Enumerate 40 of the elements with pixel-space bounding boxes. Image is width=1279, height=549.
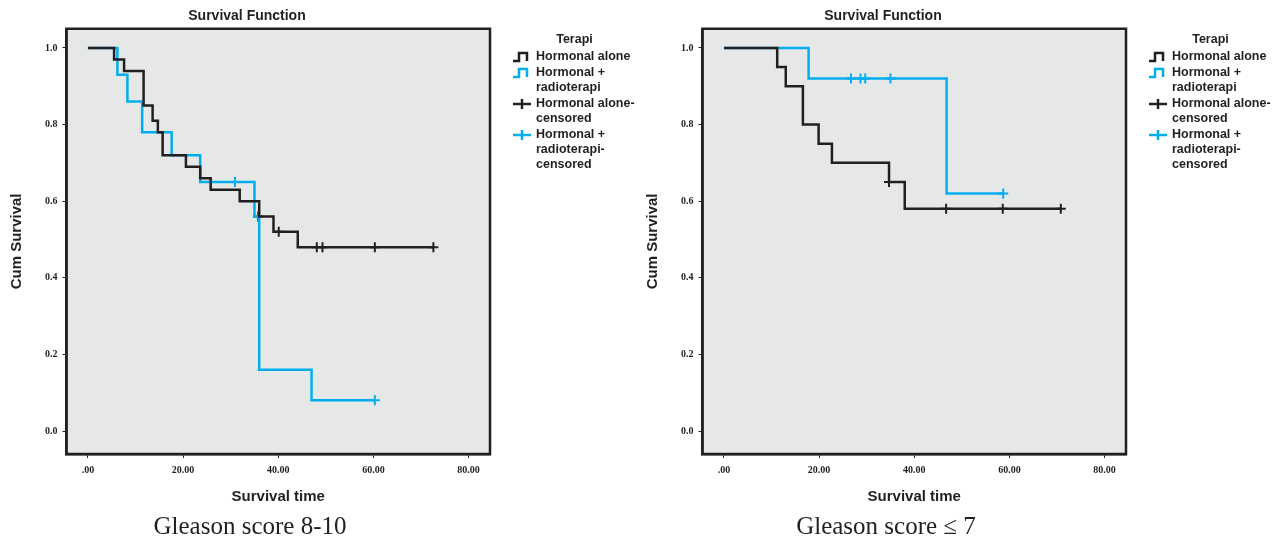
y-tick-label: 0.6 — [681, 194, 694, 206]
x-axis-title: Survival time — [231, 487, 325, 505]
legend-label: Hormonal + radioterapi-censored — [1172, 127, 1243, 172]
legend-label: Hormonal alone-censored — [1172, 96, 1272, 126]
x-tick-label: 60.00 — [998, 463, 1021, 475]
y-axis-title: Cum Survival — [643, 193, 661, 290]
legend-label: Hormonal alone — [536, 49, 631, 64]
legend-title: Terapi — [555, 32, 594, 47]
y-tick-label: 0.8 — [681, 118, 694, 130]
x-tick-label: 40.00 — [267, 463, 290, 475]
x-tick-label: 80.00 — [1093, 463, 1116, 475]
y-axis-title: Cum Survival — [7, 193, 25, 290]
legend-label: Hormonal alone-censored — [536, 96, 636, 126]
chart-title: Survival Function — [824, 7, 942, 24]
y-tick-label: 0.2 — [45, 347, 58, 359]
x-tick-label: .00 — [717, 463, 731, 475]
legend-label: Hormonal alone — [1172, 49, 1267, 64]
x-tick-label: 80.00 — [457, 463, 480, 475]
text: Gleason score ≤ 7 — [795, 512, 977, 540]
x-tick-label: 20.00 — [171, 463, 195, 475]
y-tick-label: 0.4 — [681, 271, 694, 283]
y-tick-label: 0.2 — [681, 347, 694, 359]
legend-title: Terapi — [1191, 32, 1230, 47]
y-tick-label: 0.6 — [45, 194, 58, 206]
legend-label: Hormonal + radioterapi — [1172, 65, 1243, 95]
x-tick-label: .00 — [81, 463, 95, 475]
legend-label: Hormonal + radioterapi — [536, 65, 607, 95]
text: Gleason score 8-10 — [152, 512, 348, 540]
x-tick-label: 60.00 — [362, 463, 385, 475]
y-tick-label: 0.8 — [45, 118, 58, 130]
y-tick-label: 0.4 — [45, 271, 58, 283]
x-tick-label: 40.00 — [903, 463, 926, 475]
y-tick-label: 0.0 — [681, 424, 694, 436]
x-tick-label: 20.00 — [807, 463, 831, 475]
y-tick-label: 1.0 — [45, 41, 58, 53]
legend-label: Hormonal + radioterapi-censored — [536, 127, 607, 172]
y-tick-label: 1.0 — [681, 41, 694, 53]
chart-title: Survival Function — [188, 7, 306, 24]
x-axis-title: Survival time — [867, 487, 961, 505]
y-tick-label: 0.0 — [45, 424, 58, 436]
